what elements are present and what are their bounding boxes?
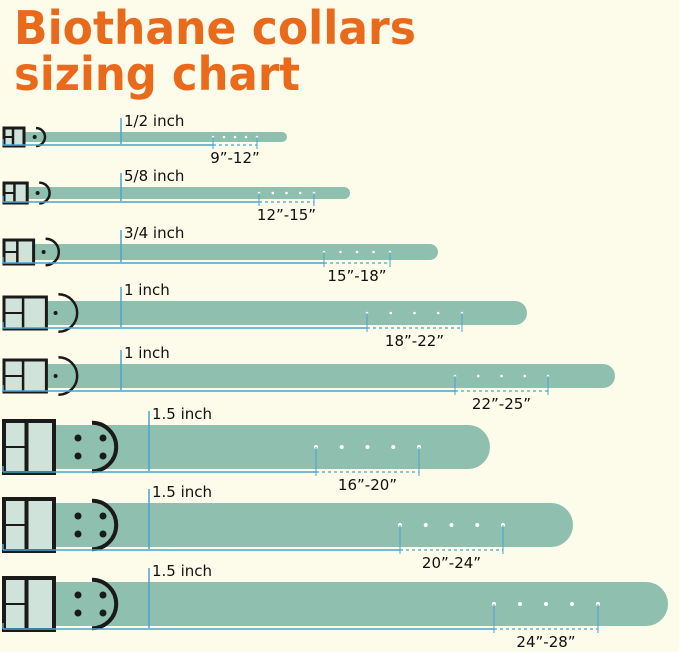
adjust-hole	[365, 445, 370, 449]
d-ring-icon	[91, 498, 119, 552]
width-label: 3/4 inch	[124, 224, 184, 242]
collar-strap	[14, 364, 615, 388]
collar-strap	[14, 503, 573, 547]
size-range-label: 20”-24”	[422, 554, 481, 572]
adjust-hole	[475, 523, 480, 527]
width-label: 1/2 inch	[124, 112, 184, 130]
adjust-hole	[389, 311, 393, 315]
collar-3: 1 inch 18”-22”	[2, 281, 527, 350]
rivet-icon	[53, 311, 58, 315]
width-label: 1.5 inch	[152, 483, 212, 501]
adjust-hole	[391, 445, 396, 449]
width-label: 1.5 inch	[152, 562, 212, 580]
rivet-icon	[41, 250, 46, 254]
size-range-label: 16”-20”	[338, 476, 397, 494]
adjust-hole	[222, 135, 226, 139]
collar-strap	[14, 582, 668, 626]
rivet-icon	[53, 374, 58, 378]
adjust-hole	[518, 602, 522, 606]
adjust-hole	[523, 374, 527, 378]
adjust-hole	[339, 250, 342, 254]
collar-strap	[14, 301, 527, 325]
collar-7: 1.5 inch 24”-28”	[2, 562, 668, 651]
rivet-icon	[99, 530, 107, 538]
rivet-icon	[32, 135, 37, 139]
size-range-label: 12”-15”	[257, 206, 316, 224]
adjust-hole	[285, 191, 288, 195]
rivet-icon	[74, 512, 82, 520]
d-ring-icon	[58, 292, 79, 334]
size-range-label: 9”-12”	[210, 149, 260, 167]
rivet-icon	[99, 452, 107, 460]
adjust-hole	[544, 602, 548, 606]
rivet-icon	[74, 434, 82, 442]
size-range-label: 22”-25”	[472, 395, 531, 413]
rivet-icon	[99, 434, 107, 442]
adjust-hole	[449, 523, 454, 527]
width-label: 1 inch	[124, 281, 170, 299]
title-line-1: Biothane collars	[14, 1, 416, 55]
rivet-icon	[74, 591, 82, 599]
collar-6: 1.5 inch 20”-24”	[2, 483, 573, 572]
d-ring-icon	[58, 355, 79, 397]
rivet-icon	[74, 452, 82, 460]
collar-strap	[14, 187, 350, 199]
collar-strap	[14, 425, 490, 469]
adjust-hole	[476, 374, 480, 378]
adjust-hole	[423, 523, 428, 527]
collar-2: 3/4 inch 15”-18”	[2, 224, 438, 285]
adjust-hole	[413, 311, 416, 315]
rivet-icon	[99, 512, 107, 520]
width-label: 1 inch	[124, 344, 170, 362]
collar-strap	[14, 132, 287, 142]
adjust-hole	[298, 191, 302, 195]
rivet-icon	[99, 591, 107, 599]
collar-5: 1.5 inch 16”-20”	[2, 405, 490, 494]
adjust-hole	[436, 311, 440, 315]
collar-strap	[14, 244, 438, 260]
adjust-hole	[233, 135, 237, 139]
collar-1: 5/8 inch 12”-15”	[2, 167, 350, 224]
adjust-hole	[271, 191, 275, 195]
width-label: 1.5 inch	[152, 405, 212, 423]
adjust-hole	[339, 445, 344, 449]
collar-0: 1/2 inch 9”-12”	[2, 112, 287, 167]
collars-group: 1/2 inch 9”-12” 5/8 inch 12”-15” 3/4 inch 15”…	[2, 112, 668, 651]
size-range-label: 15”-18”	[327, 267, 386, 285]
adjust-hole	[244, 135, 248, 139]
rivet-icon	[99, 609, 107, 617]
adjust-hole	[570, 602, 574, 606]
d-ring-icon	[45, 237, 61, 267]
title-line-2: sizing chart	[14, 47, 300, 101]
rivet-icon	[74, 609, 82, 617]
rivet-icon	[35, 191, 40, 195]
adjust-hole	[355, 250, 359, 254]
size-range-label: 18”-22”	[385, 332, 444, 350]
width-label: 5/8 inch	[124, 167, 184, 185]
adjust-hole	[500, 374, 503, 378]
d-ring-icon	[91, 577, 119, 631]
size-range-label: 24”-28”	[516, 633, 575, 651]
adjust-hole	[372, 250, 375, 254]
d-ring-icon	[91, 420, 119, 474]
rivet-icon	[74, 530, 82, 538]
collar-4: 1 inch 22”-25”	[2, 344, 615, 413]
